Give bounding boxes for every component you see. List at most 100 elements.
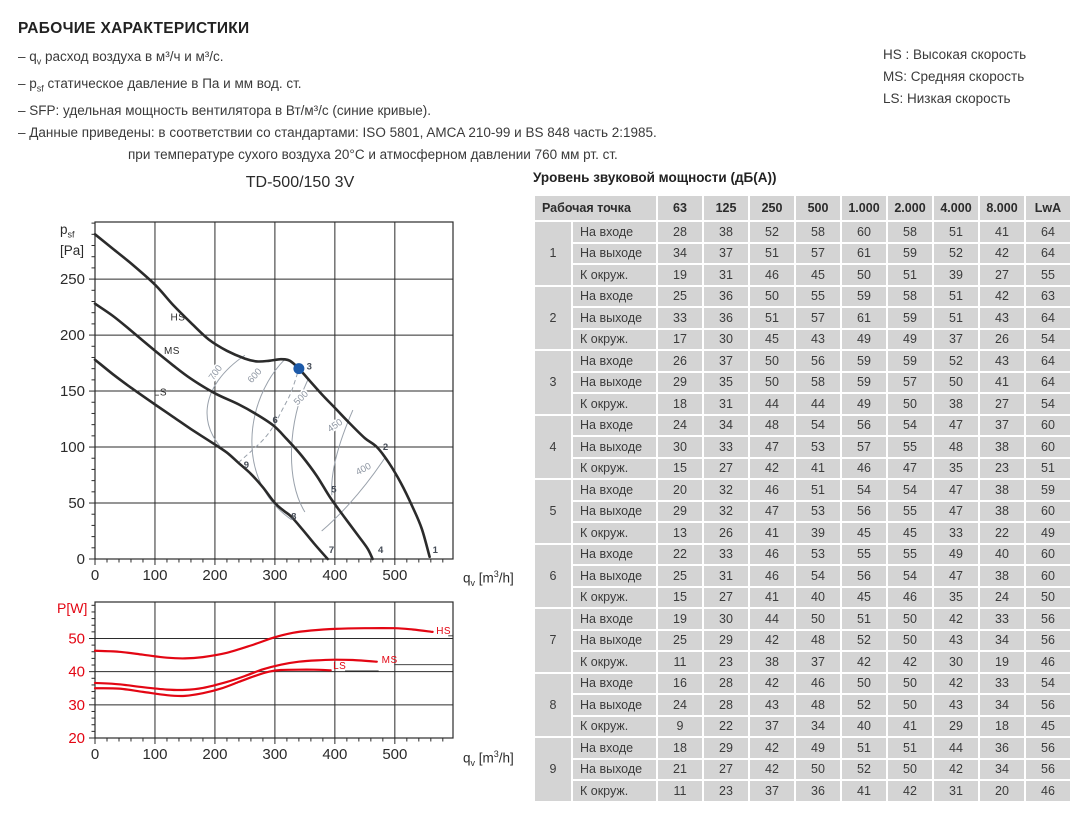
table-row: К окруж. 11 23 37 36 41 42 31 20 46 xyxy=(535,781,1070,801)
table-cell: 38 xyxy=(934,394,978,414)
table-cell: 34 xyxy=(796,716,840,736)
table-cell: 34 xyxy=(658,243,702,263)
table-cell: 40 xyxy=(842,716,886,736)
table-cell: 43 xyxy=(750,695,794,715)
table-cell: 28 xyxy=(704,673,748,693)
table-cell: 59 xyxy=(888,308,932,328)
svg-text:LS: LS xyxy=(333,661,346,672)
table-cell: 50 xyxy=(750,372,794,392)
table-cell: 31 xyxy=(704,566,748,586)
table-cell: 30 xyxy=(934,652,978,672)
table-cell: 58 xyxy=(888,286,932,306)
table-cell: 45 xyxy=(750,329,794,349)
svg-text:MS: MS xyxy=(164,346,180,357)
fan-model-title: TD-500/150 3V xyxy=(245,174,355,191)
table-cell: 50 xyxy=(934,372,978,392)
table-cell: 54 xyxy=(1026,673,1070,693)
table-cell: 42 xyxy=(750,673,794,693)
table-cell: 22 xyxy=(658,544,702,564)
table-row: На выходе 30 33 47 53 57 55 48 38 60 xyxy=(535,437,1070,457)
table-cell: 18 xyxy=(658,738,702,758)
table-cell: 22 xyxy=(704,716,748,736)
table-cell: 9 xyxy=(658,716,702,736)
table-cell: 23 xyxy=(980,458,1024,478)
table-cell: 64 xyxy=(1026,222,1070,242)
table-cell: 34 xyxy=(980,759,1024,779)
table-cell: 34 xyxy=(980,695,1024,715)
table-cell: 63 xyxy=(1026,286,1070,306)
table-cell: 36 xyxy=(796,781,840,801)
table-cell: 43 xyxy=(796,329,840,349)
sound-power-table: Рабочая точка 63 125 250 500 1.000 2.000 4.000… xyxy=(533,194,1072,803)
table-cell: 35 xyxy=(934,458,978,478)
pressure-axis-label: psf [Pa] xyxy=(60,222,85,258)
svg-text:500: 500 xyxy=(382,567,407,584)
table-cell: 21 xyxy=(658,759,702,779)
svg-text:200: 200 xyxy=(60,327,85,344)
table-cell: 54 xyxy=(796,566,840,586)
row-label: К окруж. xyxy=(573,394,656,414)
row-label: На выходе xyxy=(573,243,656,263)
table-cell: 46 xyxy=(1026,781,1070,801)
row-label: На выходе xyxy=(573,759,656,779)
table-cell: 54 xyxy=(842,480,886,500)
table-cell: 56 xyxy=(1026,738,1070,758)
operating-point-8: 8 xyxy=(291,511,296,522)
table-cell: 52 xyxy=(934,351,978,371)
svg-text:100: 100 xyxy=(142,567,167,584)
table-row: 7 На входе 19 30 44 50 51 50 42 33 56 xyxy=(535,609,1070,672)
row-label: На выходе xyxy=(573,372,656,392)
table-cell: 54 xyxy=(888,480,932,500)
table-cell: 25 xyxy=(658,286,702,306)
row-label: На входе xyxy=(573,351,656,371)
table-cell: 56 xyxy=(842,566,886,586)
svg-text:100: 100 xyxy=(142,746,167,763)
table-cell: 51 xyxy=(842,738,886,758)
table-cell: 37 xyxy=(750,781,794,801)
table-cell: 47 xyxy=(750,437,794,457)
table-cell: 50 xyxy=(888,673,932,693)
svg-text:LS: LS xyxy=(154,388,167,399)
table-cell: 49 xyxy=(888,329,932,349)
table-cell: 54 xyxy=(888,415,932,435)
pressure-curves-chart: 0 100 200 300 400 500 0 50 100 150 200 250 700 600 500… xyxy=(60,221,454,584)
table-cell: 50 xyxy=(888,759,932,779)
table-cell: 51 xyxy=(750,243,794,263)
table-cell: 50 xyxy=(796,759,840,779)
table-cell: 42 xyxy=(934,759,978,779)
table-cell: 19 xyxy=(658,265,702,285)
row-label: На входе xyxy=(573,609,656,629)
table-cell: 54 xyxy=(1026,394,1070,414)
table-cell: 51 xyxy=(888,265,932,285)
table-cell: 33 xyxy=(704,437,748,457)
table-cell: 58 xyxy=(796,222,840,242)
table-cell: 41 xyxy=(796,458,840,478)
page-title: РАБОЧИЕ ХАРАКТЕРИСТИКИ xyxy=(18,20,250,37)
table-cell: 37 xyxy=(934,329,978,349)
table-cell: 64 xyxy=(1026,243,1070,263)
table-cell: 20 xyxy=(658,480,702,500)
row-label: К окруж. xyxy=(573,329,656,349)
column-header-freq-8.000: 8.000 xyxy=(980,196,1024,220)
table-row: К окруж. 17 30 45 43 49 49 37 26 54 xyxy=(535,329,1070,349)
table-cell: 29 xyxy=(658,501,702,521)
table-cell: 19 xyxy=(980,652,1024,672)
table-cell: 45 xyxy=(842,523,886,543)
table-row: 5 На входе 20 32 46 51 54 54 47 38 59 xyxy=(535,480,1070,543)
table-cell: 30 xyxy=(704,609,748,629)
table-row: К окруж. 18 31 44 44 49 50 38 27 54 xyxy=(535,394,1070,414)
table-row: На выходе 25 31 46 54 56 54 47 38 60 xyxy=(535,566,1070,586)
table-cell: 57 xyxy=(796,243,840,263)
table-cell: 55 xyxy=(888,437,932,457)
table-row: К окруж. 9 22 37 34 40 41 29 18 45 xyxy=(535,716,1070,736)
power-axis-label: P[W] xyxy=(57,600,88,616)
table-cell: 58 xyxy=(888,222,932,242)
table-cell: 48 xyxy=(796,630,840,650)
table-cell: 25 xyxy=(658,566,702,586)
selected-operating-point xyxy=(293,363,305,375)
table-cell: 45 xyxy=(796,265,840,285)
table-cell: 40 xyxy=(796,587,840,607)
table-row: К окруж. 15 27 41 40 45 46 35 24 50 xyxy=(535,587,1070,607)
bullet-standards: – Данные приведены: в соответствии со ст… xyxy=(18,124,657,140)
table-row: На выходе 29 35 50 58 59 57 50 41 64 xyxy=(535,372,1070,392)
